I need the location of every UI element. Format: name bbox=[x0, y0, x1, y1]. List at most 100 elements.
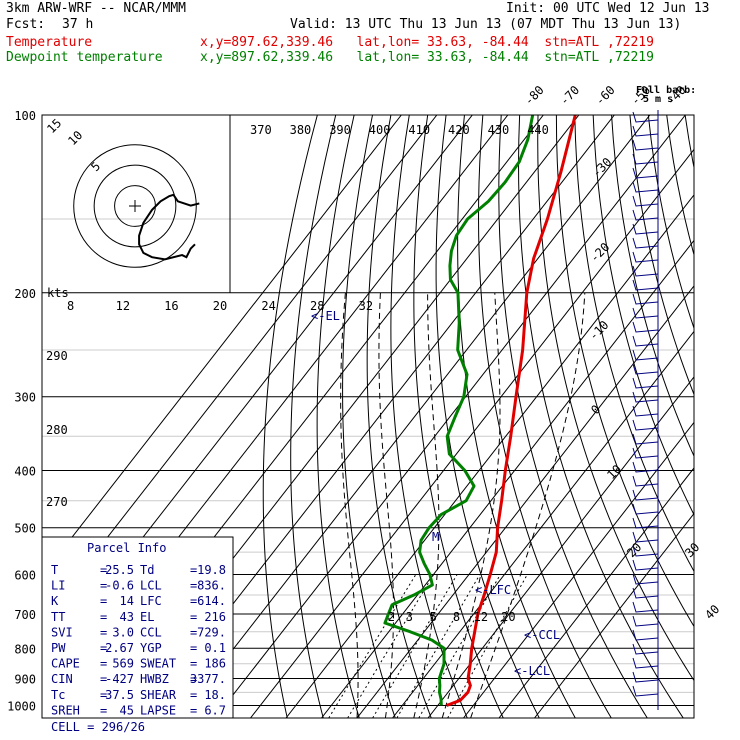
wind-barb bbox=[632, 573, 659, 585]
parcel-info-key: CIN bbox=[51, 672, 73, 686]
wind-barb bbox=[632, 237, 659, 249]
parcel-info-eq: = bbox=[100, 625, 107, 639]
moist-adiabat-line bbox=[378, 292, 395, 718]
isotherm-label: -80 bbox=[522, 83, 547, 108]
parcel-info-key: SWEAT bbox=[140, 657, 176, 671]
parcel-info-value: 0.1 bbox=[204, 641, 226, 655]
wind-barb bbox=[632, 419, 659, 431]
isotherm-label: 0 bbox=[588, 402, 603, 417]
mixing-ratio-label: 12 bbox=[474, 610, 488, 624]
theta-label: 410 bbox=[408, 123, 430, 137]
mixing-ratio-line bbox=[347, 574, 435, 718]
wind-barb bbox=[632, 321, 659, 333]
parcel-info-value: 45 bbox=[120, 703, 134, 717]
dry-adiabat-line bbox=[722, 115, 740, 718]
parcel-info-eq: = bbox=[100, 610, 107, 624]
parcel-info-eq: = bbox=[100, 641, 107, 655]
dry-adiabat-line bbox=[555, 115, 694, 628]
moist-adiabat-line bbox=[340, 292, 359, 718]
parcel-info-key: LCL bbox=[140, 579, 162, 593]
parcel-info-value: 25.5 bbox=[105, 563, 134, 577]
wind-barb bbox=[632, 503, 659, 515]
parcel-info-value: 14 bbox=[120, 594, 134, 608]
isotherm-line bbox=[179, 115, 651, 718]
parcel-info-eq: = bbox=[190, 625, 197, 639]
wind-barb bbox=[632, 629, 659, 641]
isotherm-line bbox=[534, 512, 694, 718]
el-marker: <-EL bbox=[311, 309, 340, 323]
parcel-info-key: LI bbox=[51, 579, 65, 593]
wind-barb bbox=[632, 461, 659, 473]
dry-adiabat-line bbox=[342, 115, 396, 718]
hodograph-ring bbox=[93, 164, 177, 248]
parcel-info-eq: = bbox=[190, 579, 197, 593]
wind-barb bbox=[632, 125, 659, 137]
temperature-profile bbox=[446, 115, 577, 707]
dewpoint-legend: Dewpoint temperature bbox=[6, 50, 163, 65]
pressure-label: 900 bbox=[14, 672, 36, 686]
model-title: 3km ARW-WRF -- NCAR/MMM bbox=[6, 1, 187, 16]
wind-barb bbox=[632, 307, 659, 319]
parcel-info-value: 569 bbox=[112, 657, 134, 671]
parcel-info-value: 614. bbox=[197, 594, 226, 608]
wind-barb bbox=[632, 657, 659, 669]
parcel-info-key: LAPSE bbox=[140, 703, 176, 717]
dry-adiabat-line bbox=[290, 115, 337, 718]
parcel-info-eq: = bbox=[100, 594, 107, 608]
dry-adiabat-line bbox=[703, 115, 740, 718]
theta-label: 380 bbox=[290, 123, 312, 137]
isotherm-label: -20 bbox=[587, 240, 612, 265]
isotherm-line bbox=[214, 115, 686, 718]
dry-adiabat-line bbox=[316, 115, 360, 718]
wind-barb bbox=[632, 377, 659, 389]
parcel-info-key: CCL bbox=[140, 625, 162, 639]
hodograph-ring-label: 15 bbox=[44, 116, 64, 136]
parcel-info-eq: = bbox=[190, 594, 197, 608]
dry-adiabat-line bbox=[435, 115, 540, 718]
m-marker: M bbox=[432, 530, 439, 544]
isotherm-line bbox=[498, 467, 694, 718]
theta-side-label: 280 bbox=[46, 423, 68, 437]
theta-side-label: 270 bbox=[46, 495, 68, 509]
parcel-info-eq: = bbox=[190, 610, 197, 624]
wind-barb bbox=[632, 391, 659, 403]
pressure-label: 300 bbox=[14, 391, 36, 405]
dry-adiabat-line bbox=[457, 115, 576, 718]
dry-adiabat-line bbox=[262, 115, 318, 718]
parcel-info-eq: = bbox=[190, 657, 197, 671]
parcel-info-title: Parcel Info bbox=[87, 541, 166, 555]
parcel-info-key: PW bbox=[51, 641, 66, 655]
wind-barb bbox=[632, 643, 659, 655]
isotherm-label: -10 bbox=[586, 318, 611, 343]
wind-barb bbox=[632, 111, 659, 123]
parcel-info-key: HWBZ bbox=[140, 672, 169, 686]
wind-barb bbox=[632, 685, 659, 697]
hodograph-ring-label: 10 bbox=[65, 128, 85, 148]
forecast-label: Fcst: bbox=[6, 17, 46, 32]
pressure-label: 1000 bbox=[7, 699, 36, 713]
isotherm-label: 10 bbox=[604, 462, 624, 482]
parcel-info-value: 2.67 bbox=[105, 641, 134, 655]
pressure-label: 100 bbox=[14, 109, 36, 123]
wind-barb bbox=[632, 587, 659, 599]
dry-adiabat-line bbox=[413, 115, 504, 718]
dry-adiabat-line bbox=[518, 115, 684, 718]
lcl-marker: <-LCL bbox=[514, 664, 550, 678]
pressure-label: 800 bbox=[14, 642, 36, 656]
parcel-info-eq: = bbox=[100, 579, 107, 593]
parcel-info-value: 3.0 bbox=[112, 625, 134, 639]
wind-barb bbox=[632, 475, 659, 487]
parcel-info-key: T bbox=[51, 563, 58, 577]
wind-barb bbox=[632, 601, 659, 613]
isotherm-line bbox=[463, 421, 694, 718]
dry-adiabat-line bbox=[537, 115, 694, 682]
hodograph-speed-tick: 32 bbox=[359, 299, 373, 313]
parcel-info-value: 6.7 bbox=[204, 703, 226, 717]
moist-adiabat-line bbox=[470, 292, 586, 718]
parcel-info-key: EL bbox=[140, 610, 154, 624]
isotherm-label: -70 bbox=[557, 83, 582, 108]
wind-barb bbox=[632, 559, 659, 571]
hodograph-speed-tick: 16 bbox=[164, 299, 178, 313]
wind-barb bbox=[632, 335, 659, 347]
wind-barb bbox=[632, 349, 659, 361]
